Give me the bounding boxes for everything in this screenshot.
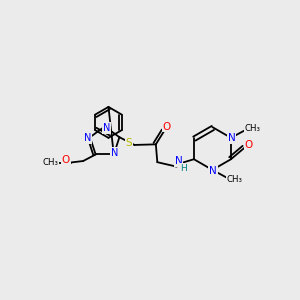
Text: N: N: [209, 166, 217, 176]
Text: O: O: [162, 122, 171, 131]
Text: CH₃: CH₃: [43, 158, 58, 167]
Text: N: N: [175, 156, 183, 166]
Text: N: N: [103, 123, 110, 133]
Text: O: O: [245, 140, 253, 150]
Text: N: N: [111, 148, 118, 158]
Text: N: N: [228, 133, 236, 143]
Text: H: H: [180, 164, 187, 172]
Text: O: O: [61, 155, 70, 165]
Text: CH₃: CH₃: [245, 124, 261, 133]
Text: CH₃: CH₃: [226, 175, 242, 184]
Text: N: N: [84, 133, 91, 143]
Text: S: S: [126, 139, 132, 148]
